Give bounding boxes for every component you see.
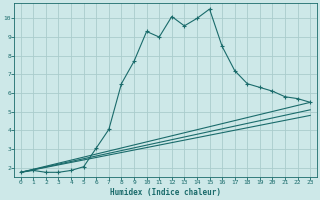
X-axis label: Humidex (Indice chaleur): Humidex (Indice chaleur)	[110, 188, 221, 197]
